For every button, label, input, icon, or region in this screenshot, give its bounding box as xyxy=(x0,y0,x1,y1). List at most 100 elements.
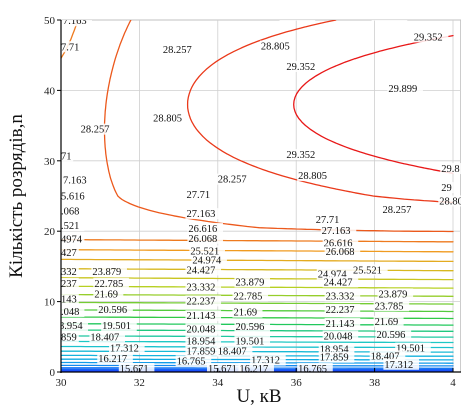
x-tick-label: 36 xyxy=(291,377,303,389)
y-axis-title: Кількість розрядів,n xyxy=(6,114,27,278)
contour-level-label: 24.974 xyxy=(318,270,348,281)
level-label-bg xyxy=(61,305,85,317)
contour-level-label: 18.407 xyxy=(218,346,247,357)
level-label-bg xyxy=(109,342,145,354)
contour-level-label: 16.765 xyxy=(177,356,206,367)
y-tick-label: 0 xyxy=(50,367,56,379)
contour-level-label: 27.71 xyxy=(316,215,340,226)
contour-level-label: 5.616 xyxy=(61,192,85,203)
contour-level-label: 4974 xyxy=(61,234,83,245)
level-label-bg xyxy=(316,268,353,280)
contour-level-label: 17.312 xyxy=(251,356,280,367)
level-label-bg xyxy=(383,358,419,370)
level-label-bg xyxy=(187,222,223,234)
contour-level-label: 18.407 xyxy=(90,332,119,343)
level-label-bg xyxy=(61,220,85,232)
level-label-bg xyxy=(185,208,222,220)
level-label-bg xyxy=(185,189,216,201)
level-label-bg xyxy=(61,331,79,343)
level-label-bg xyxy=(314,213,345,225)
level-label-bg xyxy=(375,329,412,341)
contour-level-label: 28.805 xyxy=(298,171,327,182)
level-label-bg xyxy=(381,203,418,215)
contour-level-label: 15.671 xyxy=(120,364,149,375)
level-label-bg xyxy=(61,190,90,202)
level-label-bg xyxy=(185,281,222,293)
level-label-bg xyxy=(322,237,359,249)
level-label-bg xyxy=(61,174,92,186)
x-tick-label: 4 xyxy=(450,377,456,389)
contour-level-label: 27.163 xyxy=(322,226,351,237)
contour-level-label: 859 xyxy=(61,332,77,343)
level-label-bg xyxy=(101,320,137,332)
level-label-bg xyxy=(369,350,406,362)
contour-level-label: 71 xyxy=(61,151,72,162)
level-label-bg xyxy=(61,320,89,332)
contour-level-label: 28.805 xyxy=(373,11,402,22)
contour-level-label: 22.237 xyxy=(186,296,215,307)
contour-level-label: 22.785 xyxy=(233,291,262,302)
contour-level-label: 29.352 xyxy=(286,62,315,73)
contour-level-label: 18.954 xyxy=(186,337,216,348)
level-label-bg xyxy=(61,20,92,27)
contour-level-label: 28.257 xyxy=(218,175,247,186)
contour-level-label: 26.616 xyxy=(324,239,353,250)
level-label-bg xyxy=(352,264,388,276)
y-tick-label: 10 xyxy=(44,297,56,309)
level-label-bg xyxy=(297,363,333,372)
level-label-bg xyxy=(371,20,408,21)
contour-level-label: 20.048 xyxy=(324,332,353,343)
contour-level-label: 21.143 xyxy=(326,319,355,330)
level-label-bg xyxy=(175,355,212,367)
contour-level-label: 332 xyxy=(61,267,77,278)
level-label-bg xyxy=(320,225,357,237)
contour-level-label: .521 xyxy=(61,221,79,232)
x-axis-title: U, кВ xyxy=(236,386,281,407)
level-label-bg xyxy=(324,290,361,302)
contour-level-label: 7.71 xyxy=(61,42,79,53)
contour-level-label: 26.068 xyxy=(326,247,355,258)
contour-level-label: 19.501 xyxy=(102,321,131,332)
level-label-bg xyxy=(279,20,316,21)
level-label-bg xyxy=(61,265,79,277)
level-label-bg xyxy=(440,182,454,194)
level-label-bg xyxy=(438,195,461,207)
contour-level-label: 24.427 xyxy=(324,277,353,288)
contour-level-label: 23.332 xyxy=(186,282,215,293)
level-label-bg xyxy=(185,310,222,322)
x-tick-label: 38 xyxy=(369,377,381,389)
level-label-bg xyxy=(395,342,431,354)
contour-level-label: 29.352 xyxy=(286,150,315,161)
contour-level-label: 16.765 xyxy=(298,364,327,375)
contour-level-label: 25.521 xyxy=(353,265,382,276)
contour-line xyxy=(61,258,454,263)
level-label-bg xyxy=(61,293,79,305)
contour-level-label: 28.257 xyxy=(382,205,411,216)
level-label-bg xyxy=(118,363,155,372)
level-label-bg xyxy=(61,41,85,53)
level-label-bg xyxy=(234,335,271,347)
contour-level-label: .068 xyxy=(61,206,79,217)
level-label-bg xyxy=(91,265,127,277)
level-label-bg xyxy=(79,123,116,135)
contour-level-label: 18.407 xyxy=(371,351,400,362)
level-label-bg xyxy=(207,363,243,372)
contour-level-label: 23.785 xyxy=(375,301,404,312)
level-label-bg xyxy=(412,31,449,43)
contour-level-label: 28.80 xyxy=(439,196,461,207)
level-label-bg xyxy=(324,303,361,315)
contour-level-label: 19.501 xyxy=(235,337,264,348)
contour-level-label: 17.859 xyxy=(320,353,349,364)
contour-level-label: 23.879 xyxy=(92,267,121,278)
contour-level-label: 29 xyxy=(441,183,452,194)
contour-level-label: 27.71 xyxy=(186,190,210,201)
level-label-bg xyxy=(189,245,225,257)
level-label-bg xyxy=(318,343,355,355)
contour-level-label: 21.69 xyxy=(233,308,257,319)
level-label-bg xyxy=(285,60,321,72)
level-label-bg xyxy=(61,150,74,162)
level-label-bg xyxy=(185,323,222,335)
level-label-bg xyxy=(232,290,269,302)
